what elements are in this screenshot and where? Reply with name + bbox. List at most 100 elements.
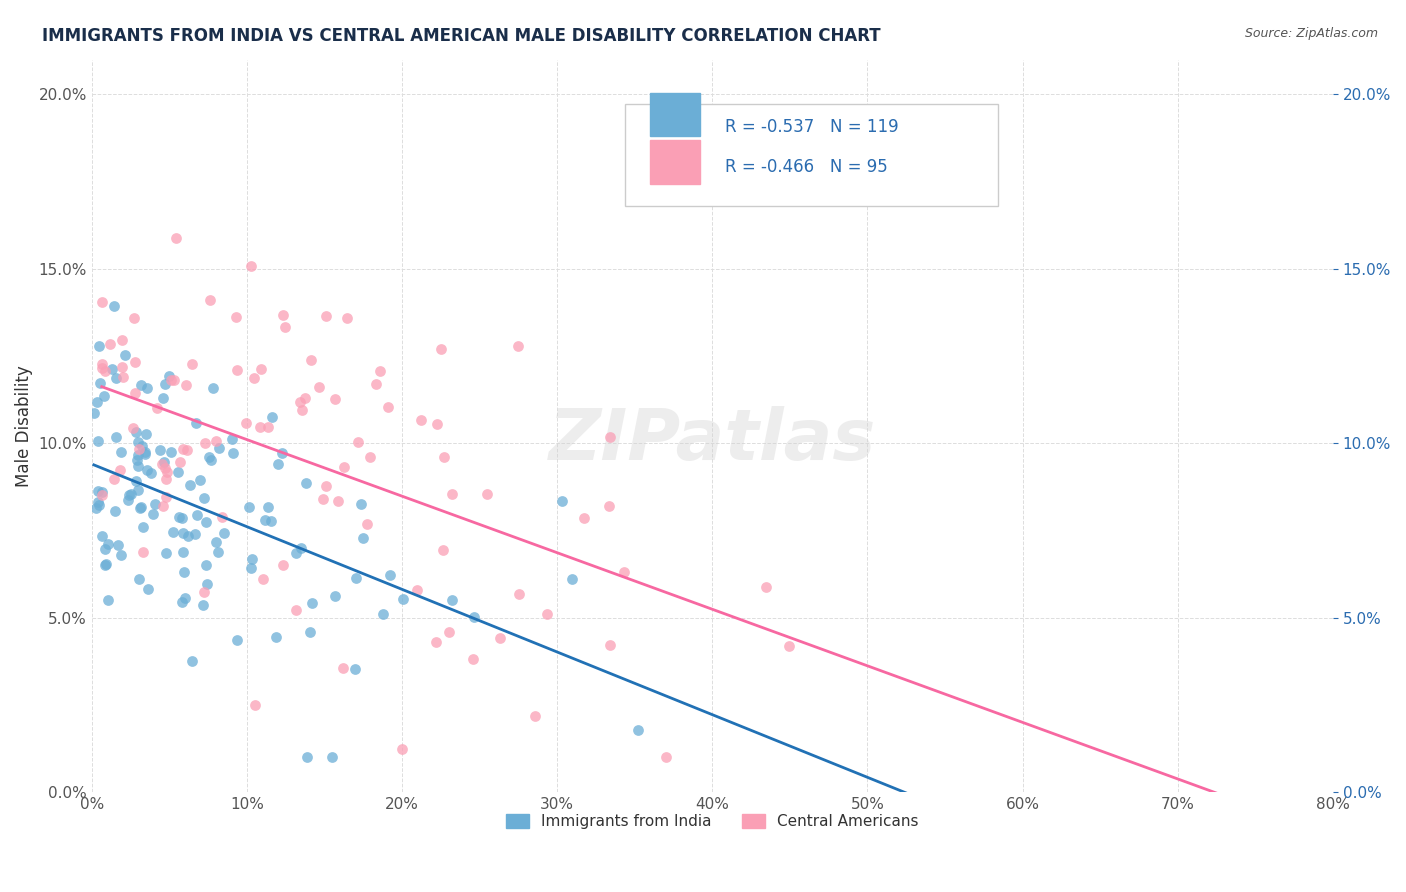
Point	[267, 457, 290, 471]
Point	[380, 568, 402, 582]
Point	[323, 589, 346, 603]
Point	[134, 444, 156, 458]
Point	[129, 500, 152, 514]
Point	[127, 434, 149, 449]
Point	[179, 478, 201, 492]
Point	[336, 311, 359, 326]
Point	[285, 603, 308, 617]
Point	[172, 544, 194, 558]
Point	[129, 500, 152, 515]
Point	[198, 450, 221, 464]
Point	[441, 487, 464, 501]
Point	[127, 448, 149, 462]
Point	[94, 558, 117, 572]
Point	[193, 436, 215, 450]
Point	[204, 434, 226, 448]
Point	[90, 295, 112, 310]
Point	[325, 392, 347, 406]
Point	[343, 661, 366, 675]
Point	[87, 495, 110, 509]
Point	[221, 432, 243, 446]
Point	[599, 430, 621, 444]
Point	[136, 582, 159, 597]
Point	[391, 742, 413, 756]
Text: R = -0.466   N = 95: R = -0.466 N = 95	[724, 159, 887, 177]
Point	[112, 369, 135, 384]
Point	[153, 455, 176, 469]
Point	[128, 442, 150, 456]
Point	[96, 537, 118, 551]
Point	[150, 458, 173, 472]
Point	[200, 293, 222, 307]
Point	[132, 519, 155, 533]
Point	[94, 364, 117, 378]
Point	[142, 507, 165, 521]
Point	[333, 459, 356, 474]
Point	[266, 630, 288, 644]
Text: R = -0.537   N = 119: R = -0.537 N = 119	[724, 118, 898, 136]
Point	[613, 565, 636, 579]
Point	[103, 472, 125, 486]
Point	[98, 337, 121, 351]
Point	[256, 420, 278, 434]
Point	[172, 511, 194, 525]
Point	[110, 548, 132, 562]
Bar	[651, 140, 700, 184]
Point	[627, 723, 650, 738]
Point	[177, 529, 200, 543]
Point	[125, 452, 148, 467]
Point	[97, 592, 120, 607]
Point	[299, 353, 322, 368]
Text: ZIPatlas: ZIPatlas	[548, 406, 876, 475]
Point	[124, 386, 146, 401]
Point	[156, 465, 179, 479]
Point	[437, 624, 460, 639]
Point	[440, 592, 463, 607]
Point	[83, 406, 105, 420]
Point	[160, 444, 183, 458]
Point	[107, 537, 129, 551]
Point	[111, 359, 134, 374]
Point	[127, 483, 149, 497]
Point	[321, 750, 343, 764]
Point	[349, 497, 371, 511]
Point	[332, 661, 354, 675]
Point	[134, 447, 156, 461]
Point	[172, 442, 194, 456]
Point	[245, 698, 267, 713]
Point	[778, 640, 800, 654]
Point	[89, 376, 111, 391]
Point	[128, 573, 150, 587]
Point	[201, 381, 224, 395]
Point	[91, 488, 114, 502]
Point	[225, 633, 247, 648]
Point	[120, 487, 142, 501]
Point	[169, 455, 191, 469]
Point	[101, 361, 124, 376]
Point	[240, 552, 263, 566]
Point	[172, 595, 194, 609]
Point	[242, 371, 264, 385]
Point	[315, 479, 337, 493]
Point	[127, 458, 149, 473]
Point	[655, 750, 678, 764]
Point	[172, 526, 194, 541]
Point	[186, 508, 208, 523]
Y-axis label: Male Disability: Male Disability	[15, 365, 32, 487]
Point	[155, 491, 177, 505]
Point	[141, 467, 163, 481]
Point	[301, 596, 323, 610]
Point	[167, 510, 190, 524]
Point	[131, 439, 153, 453]
Point	[87, 498, 110, 512]
Point	[162, 524, 184, 539]
Point	[429, 342, 451, 356]
Point	[308, 380, 330, 394]
Point	[291, 403, 314, 417]
Point	[152, 499, 174, 513]
Point	[157, 368, 180, 383]
Point	[240, 259, 263, 273]
Point	[212, 525, 235, 540]
Point	[167, 465, 190, 479]
Point	[221, 446, 243, 460]
